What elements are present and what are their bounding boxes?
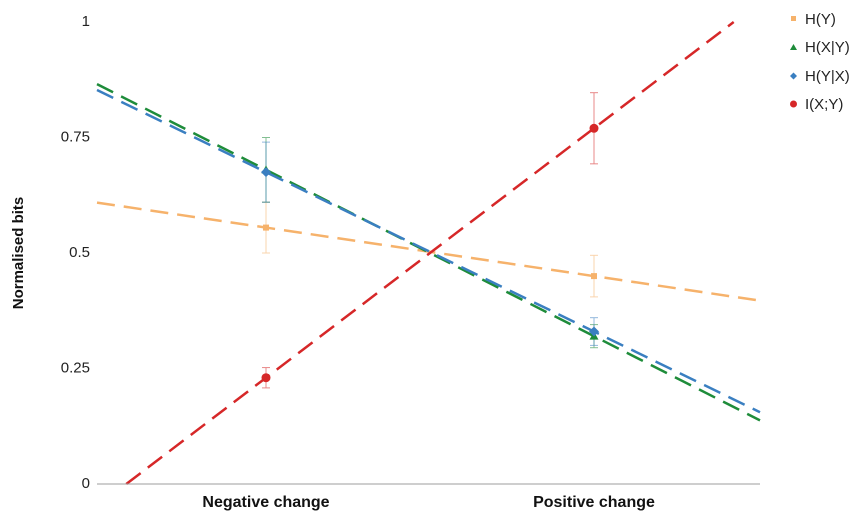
- legend-label-hxy: H(X|Y): [805, 39, 850, 56]
- legend-swatch-hyx: [790, 72, 797, 80]
- legend-item-hyx: H(Y|X): [790, 68, 850, 85]
- point-ixy-2: [589, 123, 599, 133]
- point-hyx-2: [589, 326, 599, 337]
- legend-item-hy: H(Y): [791, 11, 836, 28]
- point-hy-1: [263, 224, 269, 231]
- trendline-hxy: [96, 83, 761, 422]
- point-hy-2: [591, 273, 597, 280]
- data-points: [261, 123, 599, 383]
- legend-swatch-hxy: [790, 44, 797, 50]
- point-hyx-1: [261, 167, 271, 178]
- trendline-ixy: [125, 21, 735, 485]
- x-category-positive: Positive change: [533, 494, 655, 511]
- point-ixy-1: [261, 373, 271, 383]
- legend-label-ixy: I(X;Y): [805, 96, 843, 113]
- y-tick-05: 0.5: [69, 244, 90, 261]
- x-category-negative: Negative change: [202, 494, 329, 511]
- y-tick-025: 0.25: [61, 359, 90, 376]
- y-tick-0: 0: [82, 475, 90, 492]
- trendlines: [96, 21, 761, 485]
- legend-swatch-hy: [791, 16, 796, 21]
- legend-swatch-ixy: [790, 100, 797, 108]
- legend-label-hyx: H(Y|X): [805, 68, 850, 85]
- x-axis-categories: Negative change Positive change: [202, 494, 655, 511]
- y-tick-1: 1: [82, 13, 90, 30]
- y-axis-label: Normalised bits: [10, 197, 27, 310]
- legend: H(Y) H(X|Y) H(Y|X) I(X;Y): [790, 11, 850, 113]
- legend-item-hxy: H(X|Y): [790, 39, 850, 56]
- legend-label-hy: H(Y): [805, 11, 836, 28]
- y-tick-075: 0.75: [61, 128, 90, 145]
- y-axis-ticks: 0 0.25 0.5 0.75 1: [61, 13, 90, 492]
- legend-item-ixy: I(X;Y): [790, 96, 843, 113]
- trendline-hyx: [96, 88, 761, 414]
